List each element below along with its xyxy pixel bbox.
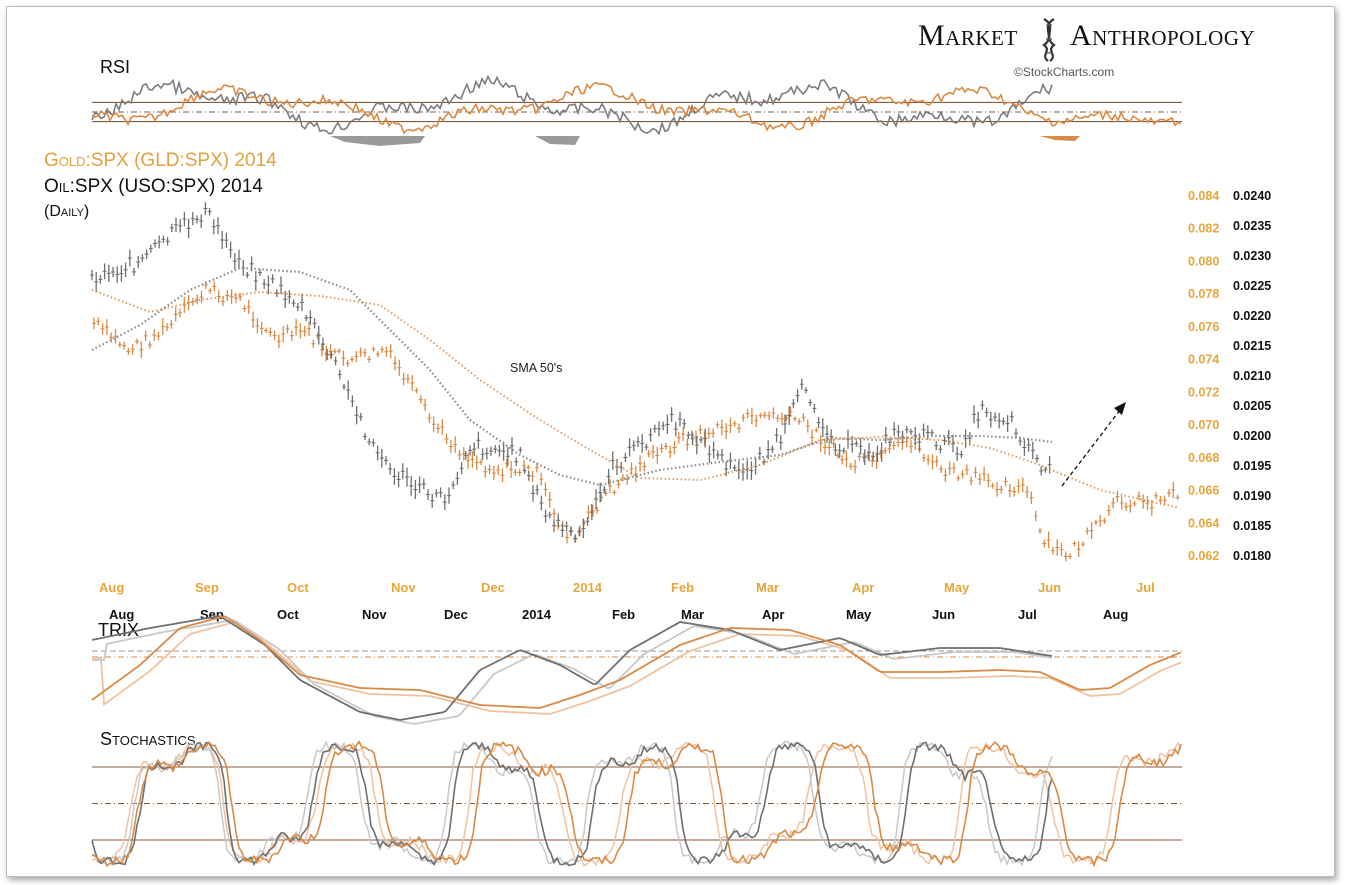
trix-gold-signal [92,621,1182,715]
oil-sma50-line [91,266,1053,486]
oil-y-tick-label: 0.0195 [1233,459,1271,473]
gold-x-tick-label: Nov [391,580,416,595]
gold-x-tick-label: Dec [481,580,505,595]
gold-y-tick-label: 0.076 [1188,320,1219,334]
oil-x-tick-label: Nov [362,607,387,622]
oil-y-tick-label: 0.0205 [1233,399,1271,413]
gold-x-tick-label: Aug [99,580,124,595]
gold-x-tick-label: Mar [756,580,779,595]
trix-gold-line [91,615,1182,709]
main-subtitle-oil: Oil:SPX (USO:SPX) 2014 [44,176,263,197]
oil-y-tick-label: 0.0230 [1233,249,1271,263]
oil-y-tick-label: 0.0200 [1233,429,1271,443]
brand-left: Market [918,19,1018,52]
oil-x-tick-label: May [846,607,872,622]
oil-y-tick-label: 0.0210 [1233,369,1271,383]
stockcharts-credit: ©StockCharts.com [1014,65,1114,79]
oil-x-tick-label: Dec [444,607,468,622]
gold-x-tick-label: Apr [852,580,874,595]
dna-helix-icon [1042,18,1056,62]
oil-y-tick-label: 0.0215 [1233,339,1271,353]
oil-y-tick-label: 0.0220 [1233,309,1271,323]
trix-oil-line [91,615,1053,721]
rsi-oversold-fill [535,136,580,145]
gold-y-tick-label: 0.074 [1188,353,1219,367]
gold-x-tick-label: 2014 [573,580,603,595]
stochastics-panel [91,740,1182,868]
oil-y-tick-label: 0.0235 [1233,219,1271,233]
oil-y-tick-label: 0.0180 [1233,549,1271,563]
brand-right: Anthropology [1070,19,1255,52]
gold-y-tick-label: 0.080 [1188,254,1219,268]
main-subtitle-daily: (Daily) [44,203,89,220]
gold-x-tick-label: Feb [671,580,694,595]
rsi-oversold-fill [330,136,425,146]
rsi-panel [91,74,1182,146]
gold-x-tick-label: Sep [195,580,219,595]
stochastics-title: Stochastics [100,729,196,749]
oil-x-tick-label: Aug [1103,607,1128,622]
gold-y-tick-label: 0.064 [1188,516,1219,530]
oil-x-tick-label: Jun [932,607,955,622]
chart-frame [6,6,1335,877]
oil-x-tick-label: Apr [762,607,784,622]
gold-y-tick-label: 0.070 [1188,418,1219,432]
oil-y-tick-label: 0.0185 [1233,519,1271,533]
oil-price-bars [90,202,1052,543]
axes: 0.084 0.082 0.080 0.078 0.076 0.074 0.072 0.070… [99,189,1271,622]
gold-y-tick-label: 0.068 [1188,451,1219,465]
price-panel [90,202,1180,562]
main-title: Gold:SPX (GLD:SPX) 2014 [44,150,277,171]
gold-x-tick-label: Oct [287,580,309,595]
gold-x-tick-label: May [944,580,970,595]
trend-arrow [1061,402,1126,487]
oil-y-tick-label: 0.0190 [1233,489,1271,503]
gold-y-tick-label: 0.082 [1188,222,1219,236]
rsi-oil-line [91,74,1053,136]
gold-sma50-line [91,289,1179,509]
sma-annotation: SMA 50's [510,361,562,375]
gold-x-tick-label: Jul [1136,580,1155,595]
oil-x-tick-label: 2014 [522,607,552,622]
gold-y-tick-label: 0.084 [1188,189,1219,203]
oil-y-tick-label: 0.0225 [1233,279,1271,293]
gold-y-tick-label: 0.072 [1188,385,1219,399]
trix-panel [91,615,1182,725]
gold-price-bars [92,281,1180,562]
stochastics-gold-line [91,740,1182,868]
oil-x-tick-label: Mar [681,607,704,622]
trix-oil-signal [92,619,1053,725]
oil-x-tick-label: Jul [1018,607,1037,622]
gold-x-tick-label: Jun [1038,580,1061,595]
rsi-title: RSI [100,57,130,77]
gold-y-tick-label: 0.062 [1188,549,1219,563]
trix-title: TRIX [98,620,139,640]
rsi-oversold-fill [1040,136,1080,141]
oil-x-tick-label: Oct [277,607,299,622]
oil-x-tick-label: Feb [612,607,635,622]
rsi-gold-line [91,81,1182,135]
gold-y-tick-label: 0.078 [1188,287,1219,301]
gold-y-tick-label: 0.066 [1188,484,1219,498]
oil-x-tick-label: Aug [109,607,134,622]
oil-y-tick-label: 0.0240 [1233,189,1271,203]
